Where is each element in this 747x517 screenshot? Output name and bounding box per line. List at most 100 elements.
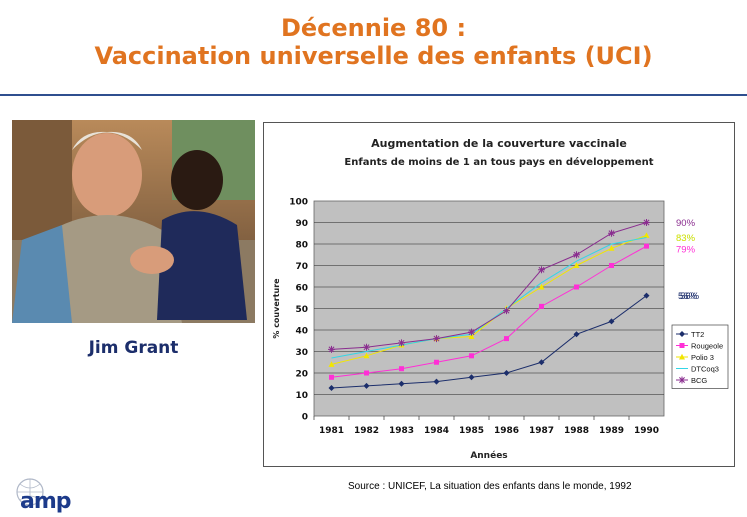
y-tick-label: 40 [295, 327, 308, 337]
x-tick-label: 1981 [319, 426, 344, 436]
end-value-label: 83% [676, 233, 696, 244]
y-tick-label: 70 [295, 262, 308, 272]
data-point [328, 385, 335, 392]
data-point [433, 378, 440, 385]
y-tick-label: 50 [295, 305, 308, 315]
y-tick-label: 30 [295, 348, 308, 358]
data-point [573, 251, 580, 259]
series-group [328, 219, 650, 392]
data-point [504, 336, 509, 342]
data-point [328, 345, 335, 353]
photo-caption: Jim Grant [88, 338, 179, 358]
data-point [643, 219, 650, 226]
data-point [468, 374, 475, 381]
x-tick-label: 1989 [599, 426, 624, 436]
title-line-1: Décennie 80 : [280, 14, 467, 42]
legend-label: BCG [691, 376, 707, 385]
y-tick-label: 90 [295, 219, 308, 229]
amp-logo-icon [16, 478, 44, 506]
data-point [608, 229, 615, 237]
data-point [469, 353, 474, 359]
data-point [538, 266, 545, 274]
data-point [608, 245, 615, 251]
data-point [609, 263, 614, 268]
x-tick-label: 1988 [564, 426, 589, 436]
legend-label: Rougeole [691, 342, 723, 351]
data-point [538, 283, 545, 290]
data-point [363, 382, 370, 389]
data-point [678, 376, 686, 384]
data-point [679, 331, 685, 337]
legend-item: DTCoq3 [676, 365, 719, 374]
data-point [644, 243, 649, 249]
x-tick-label: 1987 [529, 426, 554, 436]
x-tick-label: 1983 [389, 426, 414, 436]
legend-label: Polio 3 [691, 353, 714, 362]
series-bcg [328, 219, 650, 353]
y-tick-label: 20 [295, 370, 308, 380]
legend-item: TT2 [676, 330, 704, 339]
coverage-chart: Augmentation de la couverture vaccinale … [272, 137, 729, 461]
y-tick-label: 0 [302, 413, 308, 423]
end-labels: 90%83%83%79%56%56% [676, 218, 700, 302]
data-point [573, 262, 580, 268]
data-point [468, 328, 475, 336]
end-value-label: 83% [676, 233, 696, 244]
x-axis: 1981 1982 1983 1984 1985 1986 1987 1988 1989 1990 [313, 416, 659, 436]
data-point [573, 331, 580, 338]
chart-frame: Augmentation de la couverture vaccinale … [263, 122, 735, 467]
data-point [468, 333, 475, 339]
data-point [363, 352, 370, 359]
y-axis-label: % couverture [272, 278, 281, 339]
jim-grant-photo [12, 120, 255, 323]
data-point [328, 361, 335, 367]
logo-text: amp [20, 489, 72, 514]
y-axis: 0 10 20 30 40 50 60 70 80 90 100 [289, 198, 308, 423]
x-axis-label: Années [470, 450, 507, 461]
y-tick-label: 80 [295, 241, 308, 251]
data-point [434, 359, 439, 365]
data-point [433, 335, 440, 343]
y-tick-label: 10 [295, 391, 308, 401]
slide-title: Décennie 80 : Vaccination universelle de… [0, 14, 747, 70]
y-tick-label: 60 [295, 284, 308, 294]
source-note: Source : UNICEF, La situation des enfant… [348, 481, 632, 492]
title-divider [0, 94, 747, 96]
data-point [398, 380, 405, 387]
data-point [643, 232, 650, 238]
end-value-label: 56% [678, 291, 698, 302]
chart-title: Augmentation de la couverture vaccinale [371, 137, 627, 150]
end-value-label: 56% [680, 291, 700, 302]
series-tt2 [328, 292, 650, 392]
series-line [331, 295, 647, 389]
data-point [329, 374, 334, 380]
x-tick-label: 1985 [459, 426, 484, 436]
chart-subtitle: Enfants de moins de 1 an tous pays en dé… [344, 156, 653, 168]
data-point [608, 318, 615, 325]
data-point [363, 343, 370, 351]
data-point [364, 370, 369, 376]
data-point [399, 366, 404, 372]
grid-lines [314, 222, 664, 395]
data-point [643, 292, 650, 299]
x-tick-label: 1986 [494, 426, 519, 436]
legend-item: Polio 3 [676, 353, 714, 362]
series-line [331, 222, 647, 350]
end-value-label: 90% [676, 218, 696, 229]
y-tick-label: 100 [289, 198, 308, 208]
data-point [679, 343, 685, 348]
legend-label: TT2 [691, 330, 704, 339]
data-point [679, 353, 685, 360]
series-rougeole [329, 243, 649, 380]
data-point [539, 303, 544, 309]
x-tick-label: 1990 [634, 426, 659, 436]
data-point [538, 359, 545, 366]
legend-label: DTCoq3 [691, 365, 719, 374]
data-point [503, 370, 510, 376]
legend: TT2 Rougeole Polio 3 DTCoq3 BCG [671, 324, 729, 389]
series-line [331, 245, 647, 378]
data-point [574, 284, 579, 290]
series-line [331, 234, 647, 365]
x-tick-label: 1982 [354, 426, 379, 436]
title-line-2: Vaccination universelle des enfants (UCI… [94, 42, 653, 70]
